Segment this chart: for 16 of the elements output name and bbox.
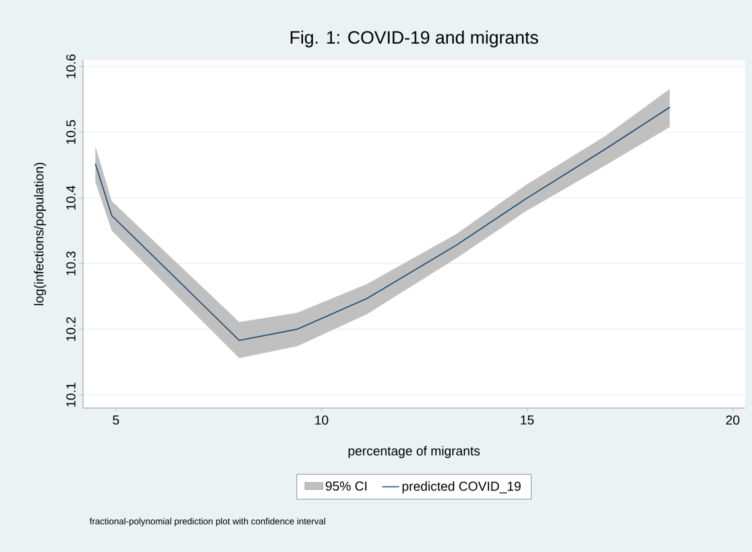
x-tick-label: 15 <box>520 416 534 425</box>
x-tick-label: 5 <box>112 416 119 425</box>
y-tick-label: 10.2 <box>66 317 76 341</box>
text: fractional-polynomial prediction plot with confidence interval <box>90 518 326 526</box>
text: 95% CI <box>326 481 366 491</box>
y-tick-label: 10.1 <box>66 382 76 406</box>
x-tick-label: 10 <box>315 416 328 425</box>
y-tick-label: 10.6 <box>66 54 76 78</box>
legend-label: predicted COVID_19 <box>402 481 521 494</box>
chart-title: Fig. 1: COVID-19 and migrants <box>290 30 538 48</box>
y-tick-label: 10.5 <box>66 120 76 144</box>
y-tick-label: 10.4 <box>66 186 76 210</box>
x-axis-title: percentage of migrants <box>348 446 480 458</box>
y-tick-label: 10.3 <box>66 252 76 276</box>
y-axis-title: log(infections/population) <box>34 162 46 306</box>
x-tick-label: 20 <box>726 416 740 425</box>
